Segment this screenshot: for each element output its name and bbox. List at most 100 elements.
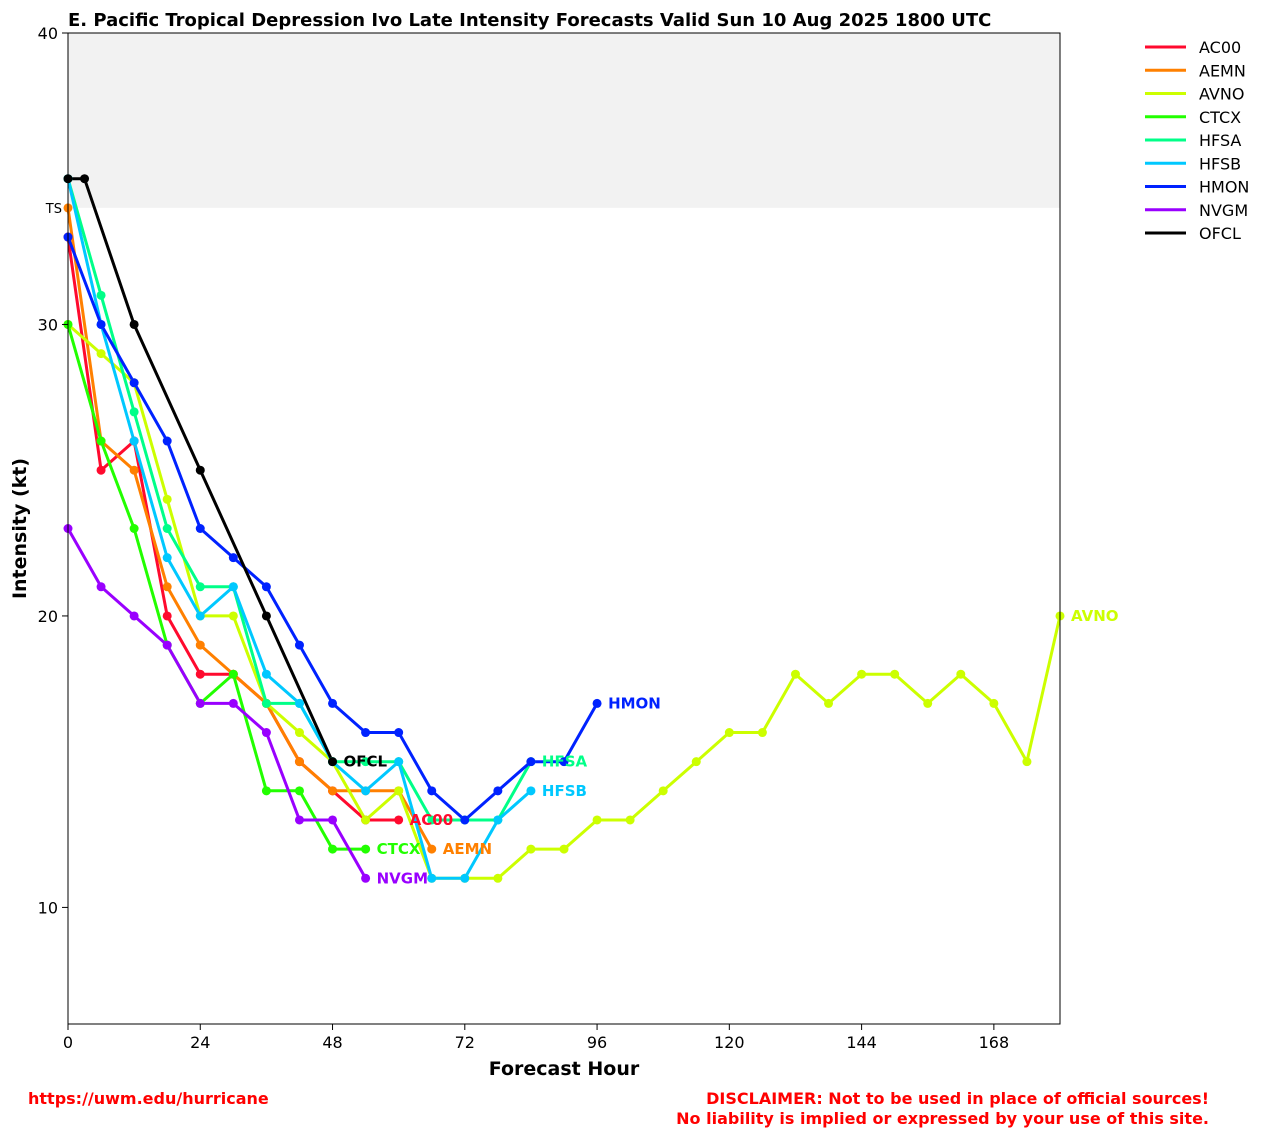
data-point-ac00 <box>394 815 404 825</box>
data-point-hfsa <box>162 524 172 533</box>
y-tick-label: 40 <box>38 24 58 43</box>
plot-frame <box>67 32 1061 1025</box>
y-axis-ticks: 10 20 30 40 <box>38 24 68 917</box>
data-point-nvgm <box>328 815 338 825</box>
data-point-avno <box>493 873 503 883</box>
data-point-hfsb <box>129 436 139 446</box>
end-label-ac00: AC00 <box>410 811 454 829</box>
x-tick-label: 96 <box>587 1033 607 1052</box>
data-point-ac00 <box>195 669 205 679</box>
data-point-ctcx <box>294 786 304 796</box>
data-point-hmon <box>460 815 470 825</box>
data-point-avno <box>790 669 800 679</box>
data-point-ctcx <box>328 844 338 854</box>
data-point-ofcl <box>195 465 205 475</box>
end-label-ofcl: OFCL <box>344 753 388 771</box>
series-end-labels: AC00 AEMN AVNO CTCX HFSA HFSB HMON NVGM OFCL <box>344 607 1119 887</box>
disclaimer-line-1: DISCLAIMER: Not to be used in place of o… <box>706 1089 1209 1108</box>
data-point-hmon <box>162 436 172 446</box>
x-axis-label: Forecast Hour <box>489 1058 640 1080</box>
disclaimer-line-2: No liability is implied or expressed by … <box>676 1109 1209 1128</box>
data-point-hfsb <box>261 669 271 679</box>
data-point-nvgm <box>129 611 139 621</box>
data-point-nvgm <box>162 640 172 650</box>
data-point-hmon <box>129 378 139 388</box>
data-point-avno <box>394 786 404 796</box>
data-point-hfsa <box>261 698 271 708</box>
data-point-aemn <box>427 844 437 854</box>
legend-label-hmon: HMON <box>1199 178 1249 197</box>
data-point-avno <box>361 815 371 825</box>
legend-label-ofcl: OFCL <box>1199 224 1241 243</box>
series-points <box>63 174 1065 883</box>
data-point-hmon <box>195 524 205 533</box>
data-point-hmon <box>96 319 106 329</box>
data-point-hfsb <box>361 786 371 796</box>
data-point-hfsb <box>526 786 536 796</box>
data-point-hmon <box>427 786 437 796</box>
data-point-ac00 <box>96 465 106 475</box>
data-point-hmon <box>261 582 271 592</box>
x-tick-label: 144 <box>846 1033 877 1052</box>
data-point-hfsb <box>162 553 172 563</box>
y-tick-label: 30 <box>38 315 58 334</box>
legend-label-ac00: AC00 <box>1199 38 1241 57</box>
data-point-nvgm <box>96 582 106 592</box>
end-label-hmon: HMON <box>608 694 661 712</box>
x-tick-label: 24 <box>190 1033 210 1052</box>
data-point-hmon <box>361 728 371 738</box>
data-point-hfsb <box>427 873 437 883</box>
data-point-aemn <box>294 757 304 767</box>
data-point-hfsb <box>195 611 205 621</box>
data-point-hmon <box>493 786 503 796</box>
data-point-hmon <box>559 757 569 767</box>
series-line-aemn <box>66 207 434 850</box>
data-point-hfsa <box>96 290 106 300</box>
data-point-avno <box>96 349 106 359</box>
data-point-hmon <box>592 698 602 708</box>
data-point-ctcx <box>96 436 106 446</box>
data-point-avno <box>294 728 304 738</box>
data-point-hfsb <box>460 873 470 883</box>
data-point-hmon <box>526 757 536 767</box>
data-point-avno <box>592 815 602 825</box>
data-point-ofcl <box>261 611 271 621</box>
data-point-avno <box>757 728 767 738</box>
data-point-hfsa <box>361 757 371 767</box>
data-point-ofcl <box>328 757 338 767</box>
data-point-avno <box>526 844 536 854</box>
chart-title: E. Pacific Tropical Depression Ivo Late … <box>68 10 991 31</box>
series-line-ac00 <box>66 236 399 822</box>
data-point-nvgm <box>228 698 238 708</box>
series-line-nvgm <box>66 527 367 880</box>
data-point-ctcx <box>261 786 271 796</box>
data-point-ofcl <box>129 319 139 329</box>
data-point-hmon <box>228 553 238 563</box>
legend-label-aemn: AEMN <box>1199 61 1246 80</box>
x-axis-ticks: 0 24 48 72 96 120 144 168 <box>63 1024 1009 1052</box>
data-point-avno <box>1022 757 1032 767</box>
legend-label-ctcx: CTCX <box>1199 108 1241 127</box>
data-point-hmon <box>394 728 404 738</box>
data-point-avno <box>989 698 999 708</box>
data-point-hmon <box>328 698 338 708</box>
data-point-hfsa <box>427 815 437 825</box>
data-point-avno <box>724 728 734 738</box>
y-axis-label: Intensity (kt) <box>9 458 31 599</box>
data-point-ctcx <box>361 844 371 854</box>
legend: AC00 AEMN AVNO CTCX HFSA HFSB HMON NVGM OFCL <box>1145 38 1249 243</box>
x-tick-label: 0 <box>63 1033 73 1052</box>
end-label-ctcx: CTCX <box>377 840 421 858</box>
legend-label-nvgm: NVGM <box>1199 201 1248 220</box>
series-lines <box>66 177 1062 880</box>
series-line-hmon <box>66 236 599 822</box>
tropical-storm-band <box>68 33 1060 208</box>
end-label-hfsb: HFSB <box>542 782 587 800</box>
data-point-ac00 <box>162 611 172 621</box>
footer-url[interactable]: https://uwm.edu/hurricane <box>28 1089 269 1108</box>
data-point-nvgm <box>361 873 371 883</box>
data-point-ctcx <box>129 524 139 533</box>
x-tick-label: 120 <box>714 1033 745 1052</box>
data-point-ofcl <box>80 174 90 184</box>
